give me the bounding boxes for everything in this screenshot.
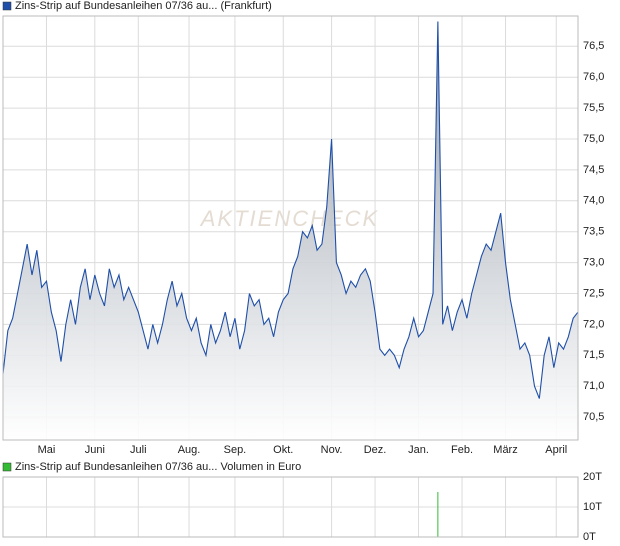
plot-frame (2, 15, 579, 441)
y-tick-label: 70,5 (583, 411, 604, 423)
x-tick-label: Jan. (408, 444, 429, 456)
x-tick-label: Dez. (364, 444, 387, 456)
watermark: AKTIENCHECK (199, 206, 379, 231)
x-tick-label: April (545, 444, 567, 456)
volume-bar (437, 492, 439, 537)
y-tick-label: 74,0 (583, 195, 604, 207)
x-tick-label: Juni (85, 444, 105, 456)
y-tick-label: 73,5 (583, 226, 604, 238)
y-tick-label: 72,5 (583, 287, 604, 299)
x-tick-label: Nov. (321, 444, 343, 456)
legend-swatch (2, 462, 12, 472)
y-tick-label: 75,0 (583, 133, 604, 145)
y-tick-label: 20T (583, 471, 602, 483)
x-tick-label: März (493, 444, 517, 456)
y-tick-label: 72,0 (583, 318, 604, 330)
y-tick-label: 10T (583, 501, 602, 513)
y-tick-label: 71,5 (583, 349, 604, 361)
y-tick-label: 0T (583, 531, 596, 543)
line (2, 21, 579, 399)
x-tick-label: Juli (130, 444, 147, 456)
legend-label: Zins-Strip auf Bundesanleihen 07/36 au..… (15, 0, 272, 12)
y-tick-label: 76,5 (583, 40, 604, 52)
y-tick-label: 75,5 (583, 102, 604, 114)
y-tick-label: 74,5 (583, 164, 604, 176)
legend-swatch (2, 1, 12, 11)
x-tick-label: Aug. (178, 444, 201, 456)
y-tick-label: 71,0 (583, 380, 604, 392)
area (3, 21, 578, 440)
x-tick-label: Okt. (273, 444, 293, 456)
legend-label: Zins-Strip auf Bundesanleihen 07/36 au..… (15, 461, 301, 473)
y-tick-label: 76,0 (583, 71, 604, 83)
x-tick-label: Sep. (224, 444, 247, 456)
x-tick-label: Mai (38, 444, 56, 456)
x-tick-label: Feb. (451, 444, 473, 456)
y-tick-label: 73,0 (583, 257, 604, 269)
plot-frame (2, 476, 579, 538)
